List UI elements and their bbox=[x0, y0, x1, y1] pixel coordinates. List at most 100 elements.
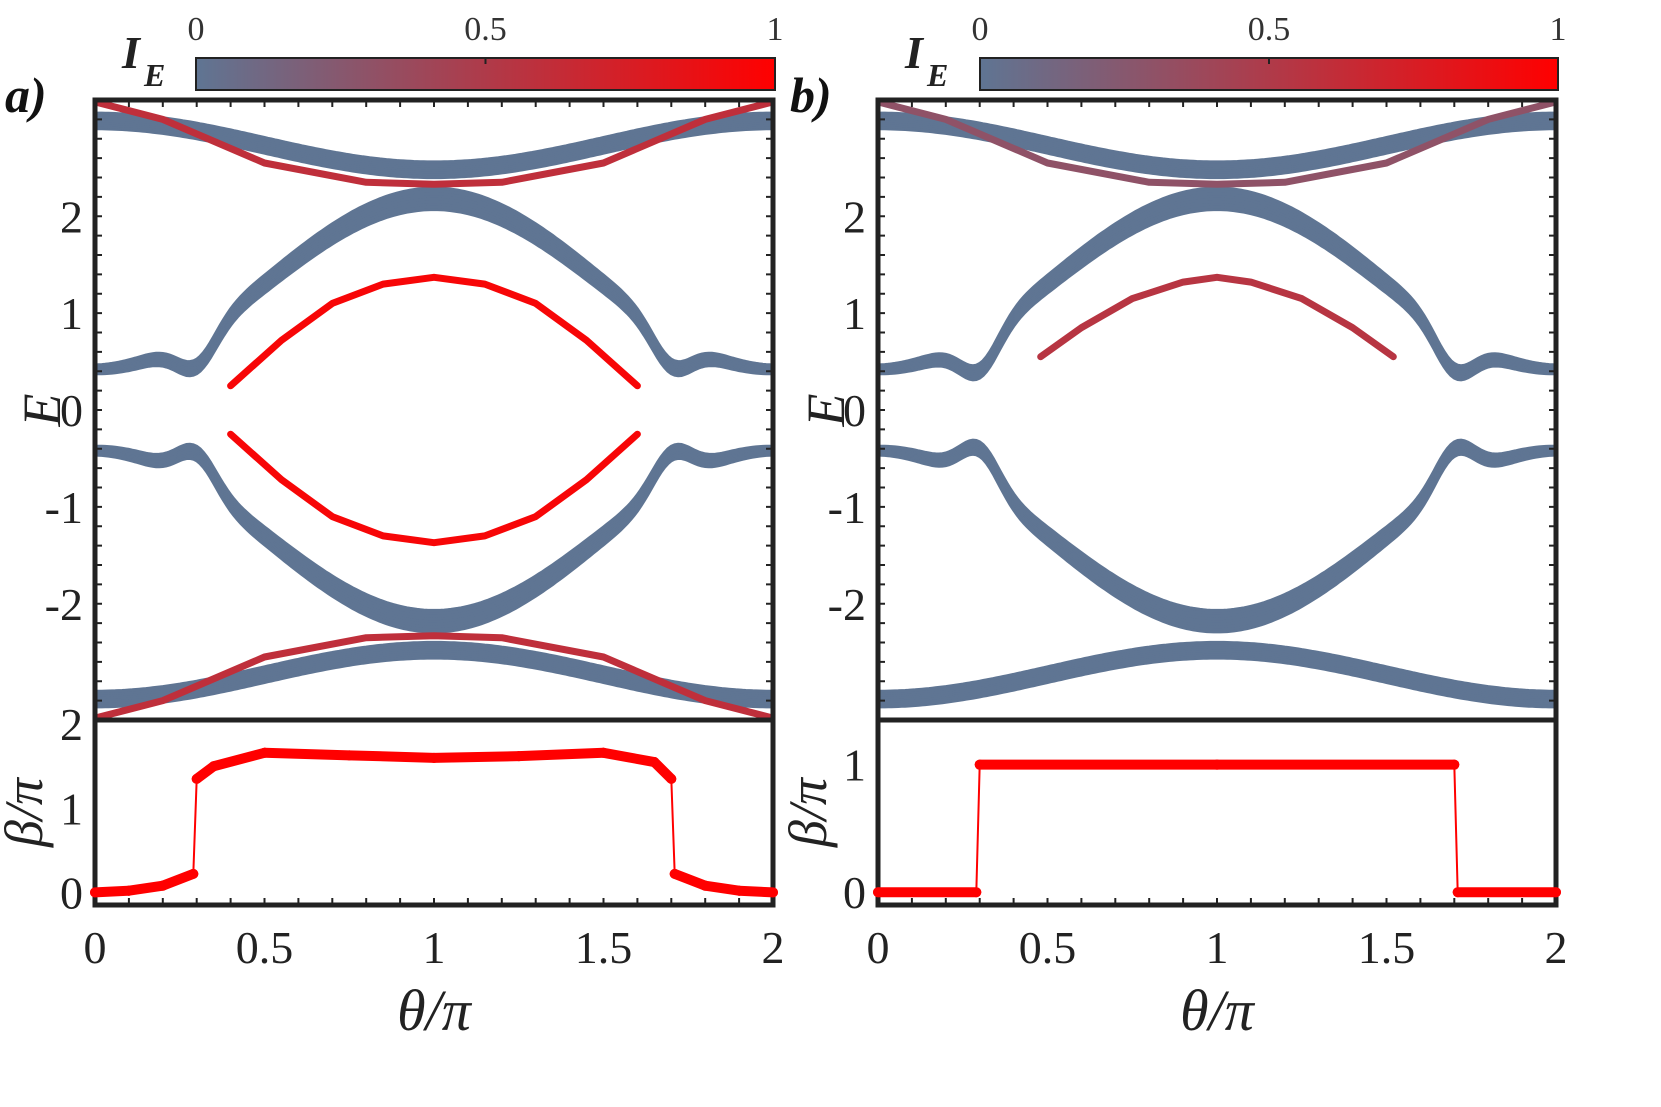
beta-segment bbox=[598, 747, 660, 768]
beta-point bbox=[666, 773, 677, 784]
beta-point bbox=[1449, 759, 1460, 770]
bulk-band-line bbox=[878, 199, 1556, 377]
bands-layer bbox=[878, 100, 1556, 709]
bottom-y-axis-label: β/π bbox=[778, 776, 838, 848]
bulk-band-line bbox=[95, 449, 773, 623]
beta-segment bbox=[700, 880, 745, 896]
beta-point bbox=[971, 887, 982, 898]
top-y-tick-label: 0 bbox=[843, 385, 866, 436]
x-tick-label: 0.5 bbox=[236, 922, 294, 973]
bulk-band-line bbox=[878, 447, 1556, 626]
bulk-band-line bbox=[95, 650, 773, 703]
colorbar-tick-label: 1 bbox=[767, 11, 784, 48]
bottom-y-tick-label: 0 bbox=[843, 867, 866, 918]
top-y-tick-label: -1 bbox=[45, 482, 83, 533]
beta-point bbox=[669, 868, 680, 879]
top-y-tick-label: 0 bbox=[60, 385, 83, 436]
bulk-band-line bbox=[95, 205, 773, 376]
beta-point bbox=[1212, 759, 1222, 770]
bulk-band-line bbox=[95, 119, 773, 172]
x-axis-label: θ/π bbox=[397, 978, 473, 1043]
bulk-band-line bbox=[95, 656, 773, 709]
beta-point bbox=[734, 885, 745, 896]
beta-point bbox=[208, 761, 219, 772]
bulk-band-line bbox=[878, 650, 1556, 703]
bulk-band-line bbox=[95, 648, 773, 701]
bulk-band-line bbox=[878, 202, 1556, 378]
beta-point bbox=[974, 759, 985, 770]
panel-label: b) bbox=[790, 67, 832, 123]
beta-segment bbox=[429, 751, 524, 763]
beta-point bbox=[188, 868, 199, 879]
bulk-band-line bbox=[95, 194, 773, 370]
beta-point bbox=[123, 885, 134, 896]
top-y-tick-label: -2 bbox=[828, 579, 866, 630]
bulk-band-line bbox=[95, 111, 773, 164]
colorbar-tick-label: 0 bbox=[972, 11, 989, 48]
colorbar-tick-label: 1 bbox=[1550, 11, 1567, 48]
bulk-band-line bbox=[878, 191, 1556, 371]
x-tick-label: 1.5 bbox=[1358, 922, 1416, 973]
beta-segment bbox=[513, 747, 609, 762]
bulk-band-line bbox=[878, 640, 1556, 693]
colorbar-tick-label: 0 bbox=[188, 11, 205, 48]
top-y-tick-label: -2 bbox=[45, 579, 83, 630]
bulk-band-line bbox=[878, 654, 1556, 707]
bulk-band-line bbox=[878, 442, 1556, 618]
top-y-tick-label: 1 bbox=[60, 288, 83, 339]
bulk-band-line bbox=[95, 654, 773, 707]
bulk-band-line bbox=[95, 447, 773, 621]
bottom-y-tick-label: 2 bbox=[60, 699, 83, 750]
beta-point bbox=[598, 747, 609, 758]
colorbar-label-subscript: E bbox=[926, 57, 948, 93]
bands-layer bbox=[95, 100, 773, 720]
bulk-band-line bbox=[878, 648, 1556, 701]
beta-point bbox=[344, 750, 355, 761]
top-y-tick-label: -1 bbox=[828, 482, 866, 533]
edge-state-line bbox=[227, 273, 641, 390]
x-tick-label: 1 bbox=[1206, 922, 1229, 973]
bulk-band-line bbox=[878, 194, 1556, 373]
beta-point bbox=[700, 880, 711, 891]
bulk-band-line bbox=[95, 444, 773, 615]
beta-segment bbox=[123, 880, 168, 896]
beta-point bbox=[90, 887, 100, 898]
top-y-tick-label: 1 bbox=[843, 288, 866, 339]
bulk-band-line bbox=[95, 199, 773, 373]
bottom-y-tick-label: 0 bbox=[60, 867, 83, 918]
colorbar-tick-label: 0.5 bbox=[1248, 11, 1291, 48]
bottom-y-tick-label: 1 bbox=[843, 740, 866, 791]
bulk-band-line bbox=[878, 652, 1556, 705]
edge-state-line bbox=[95, 100, 773, 188]
bulk-band-line bbox=[95, 652, 773, 705]
edge-state-line bbox=[1037, 273, 1397, 361]
bulk-band-line bbox=[95, 442, 773, 613]
bulk-band-line bbox=[878, 644, 1556, 697]
bulk-band-line bbox=[878, 656, 1556, 709]
beta-segment bbox=[669, 868, 711, 891]
edge-state-line bbox=[95, 632, 773, 720]
beta-point bbox=[157, 880, 168, 891]
x-tick-label: 2 bbox=[762, 922, 785, 973]
bulk-band-line bbox=[878, 197, 1556, 375]
bulk-band-line bbox=[878, 642, 1556, 695]
x-tick-label: 1 bbox=[423, 922, 446, 973]
bulk-band-line bbox=[878, 646, 1556, 699]
top-y-tick-label: 2 bbox=[843, 191, 866, 242]
x-tick-label: 2 bbox=[1545, 922, 1568, 973]
colorbar-label: I bbox=[121, 27, 142, 78]
beta-point bbox=[191, 773, 202, 784]
bulk-band-line bbox=[878, 440, 1556, 615]
bulk-band-line bbox=[878, 113, 1556, 166]
bulk-band-line bbox=[95, 113, 773, 166]
bulk-band-line bbox=[878, 111, 1556, 164]
panel-label: a) bbox=[5, 67, 47, 123]
bulk-band-line bbox=[878, 207, 1556, 382]
beta-jump-line bbox=[878, 763, 1556, 894]
beta-point bbox=[873, 887, 883, 898]
bottom-y-axis-label: β/π bbox=[0, 776, 54, 848]
bulk-band-line bbox=[95, 207, 773, 378]
beta-segment bbox=[259, 747, 355, 761]
